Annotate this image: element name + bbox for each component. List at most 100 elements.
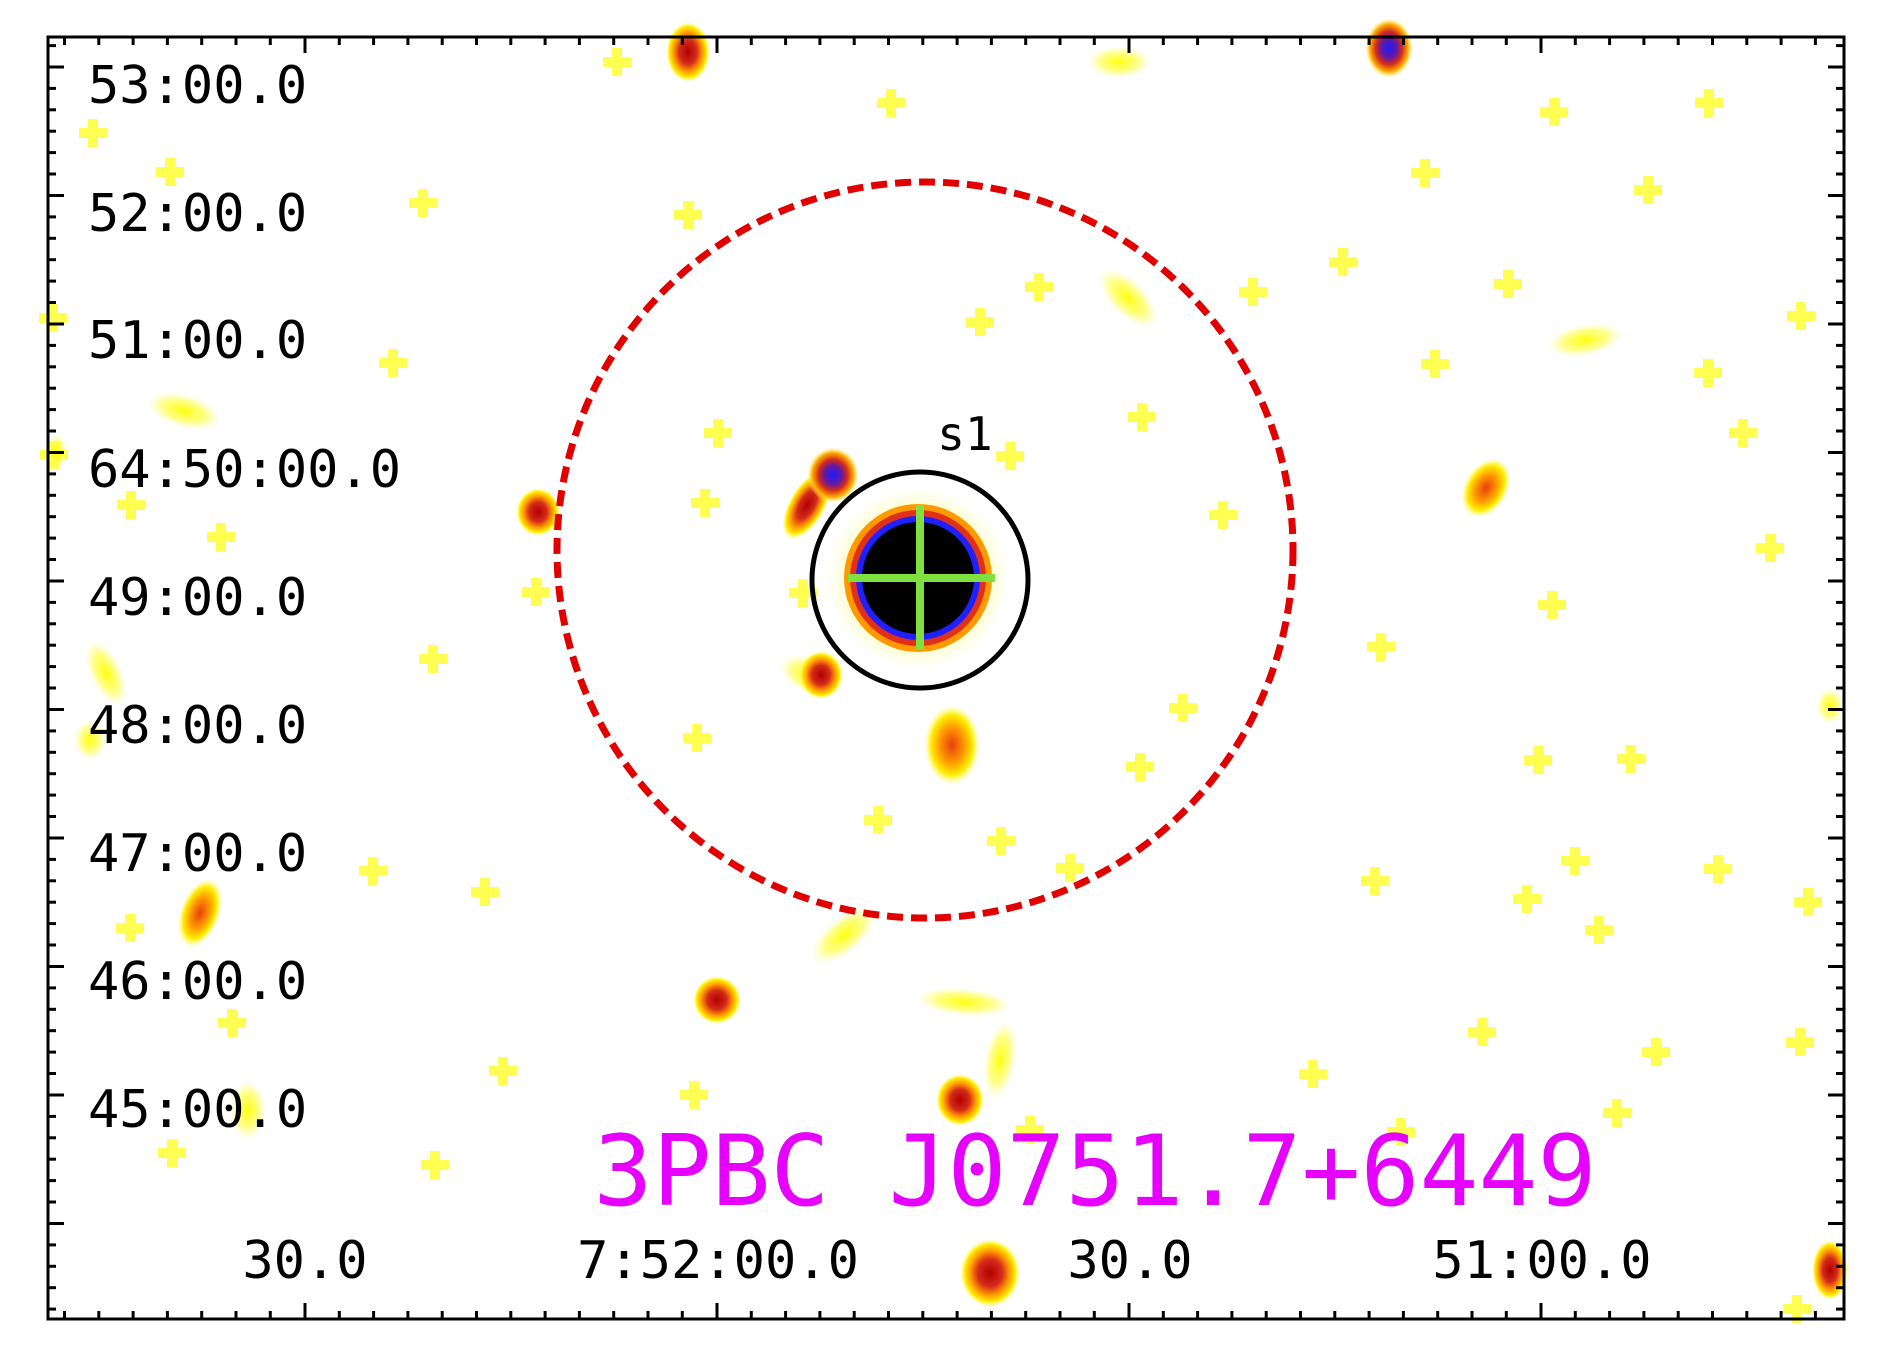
photon-blob [864,806,892,834]
source-label: s1 [937,407,992,461]
photon-blob [1585,916,1613,944]
plot-frame [46,35,1846,1321]
y-tick-label: 64:50:00.0 [88,440,401,500]
photon-blob [1812,1240,1848,1300]
photon-blob [1365,18,1413,78]
photon-blob [1634,176,1662,204]
y-axis-labels: 53:00.0 52:00.0 51:00.0 64:50:00.0 49:00… [88,56,401,1140]
photon-blob [799,651,843,699]
y-tick-label: 46:00.0 [88,952,307,1012]
photon-blob [916,987,1012,1017]
photon-blob [421,1151,449,1179]
photon-blob [471,878,499,906]
photon-blob [207,523,235,551]
photon-blob [218,1009,246,1037]
photon-blob [924,705,980,785]
source-circle [809,469,1031,691]
y-tick-label: 51:00.0 [88,311,307,371]
photon-blob [811,905,877,965]
photon-blob [1025,273,1053,301]
photon-blob [1642,1038,1670,1066]
x-tick-label: 51:00.0 [1432,1231,1651,1291]
photon-blob [419,645,447,673]
photon-blob [84,639,128,707]
photon-blob [1128,403,1156,431]
x-tick-label: 30.0 [1067,1231,1192,1291]
photon-blob [789,579,817,607]
photon-blob [1794,888,1822,916]
photon-blob [117,491,145,519]
photon-blob [1299,1060,1327,1088]
photon-blob [1540,98,1568,126]
photon-blob [1239,278,1267,306]
photon-blob [1787,302,1815,330]
x-axis-labels: 30.0 7:52:00.0 30.0 51:00.0 [242,1231,1651,1291]
photon-blob [1329,248,1357,276]
photon-blob [489,1057,517,1085]
photon-blob [74,720,106,760]
photon-blob [1126,753,1154,781]
x-tick-label: 30.0 [242,1231,367,1291]
photon-blob [960,1239,1020,1307]
photon-blob [1367,633,1395,661]
photon-blob [1387,1118,1415,1146]
photon-blob [1538,591,1566,619]
photon-blob [1461,458,1511,518]
y-tick-label: 48:00.0 [88,696,307,756]
source-title: 3PBC J0751.7+6449 [593,1115,1596,1229]
y-tick-label: 47:00.0 [88,824,307,884]
photon-blob [693,976,741,1024]
photon-blob [666,22,710,82]
photon-blob [156,158,184,186]
photon-blob [1561,847,1589,875]
photon-blob [1694,359,1722,387]
photon-blob [680,1081,708,1109]
photon-blob [1468,1018,1496,1046]
photon-blob [1695,89,1723,117]
photon-blob [116,914,144,942]
photon-blob [1169,694,1197,722]
photon-blob [877,89,905,117]
x-tick-label: 7:52:00.0 [577,1231,859,1291]
photon-blob [1087,46,1151,78]
y-tick-label: 45:00.0 [88,1080,307,1140]
photon-blob [359,857,387,885]
photon-blob [409,189,437,217]
photon-blob [982,1020,1018,1100]
photon-blob [1513,885,1541,913]
y-tick-label: 53:00.0 [88,56,307,116]
photon-blob [379,349,407,377]
photon-blob [683,724,711,752]
crosshair-marker [848,505,995,650]
photon-blob [1016,1116,1044,1144]
photon-blob [1729,419,1757,447]
photon-blob [987,827,1015,855]
photon-counts-layer [39,18,1848,1323]
photon-blob [230,1080,266,1140]
photon-blob [691,489,719,517]
photon-blob [1411,159,1439,187]
photon-blob [1056,854,1084,882]
photon-blob [1524,746,1552,774]
photon-blob [522,578,550,606]
photon-blob [79,119,107,147]
photon-blob [1494,270,1522,298]
axis-ticks [48,37,1844,1319]
photon-blob [1209,501,1237,529]
photon-blob [674,201,702,229]
photon-blob [147,391,221,431]
y-tick-label: 49:00.0 [88,568,307,628]
photon-blob [1421,350,1449,378]
photon-blob [996,442,1024,470]
photon-blob [39,304,67,332]
photon-blob [1816,688,1844,724]
photon-blob [1783,1295,1811,1323]
photon-blob [603,48,631,76]
photon-blob [1603,1099,1631,1127]
photon-blob [516,488,560,536]
photon-blob [966,308,994,336]
photon-blob [1617,745,1645,773]
photon-blob [704,419,732,447]
photon-blob [1704,855,1732,883]
